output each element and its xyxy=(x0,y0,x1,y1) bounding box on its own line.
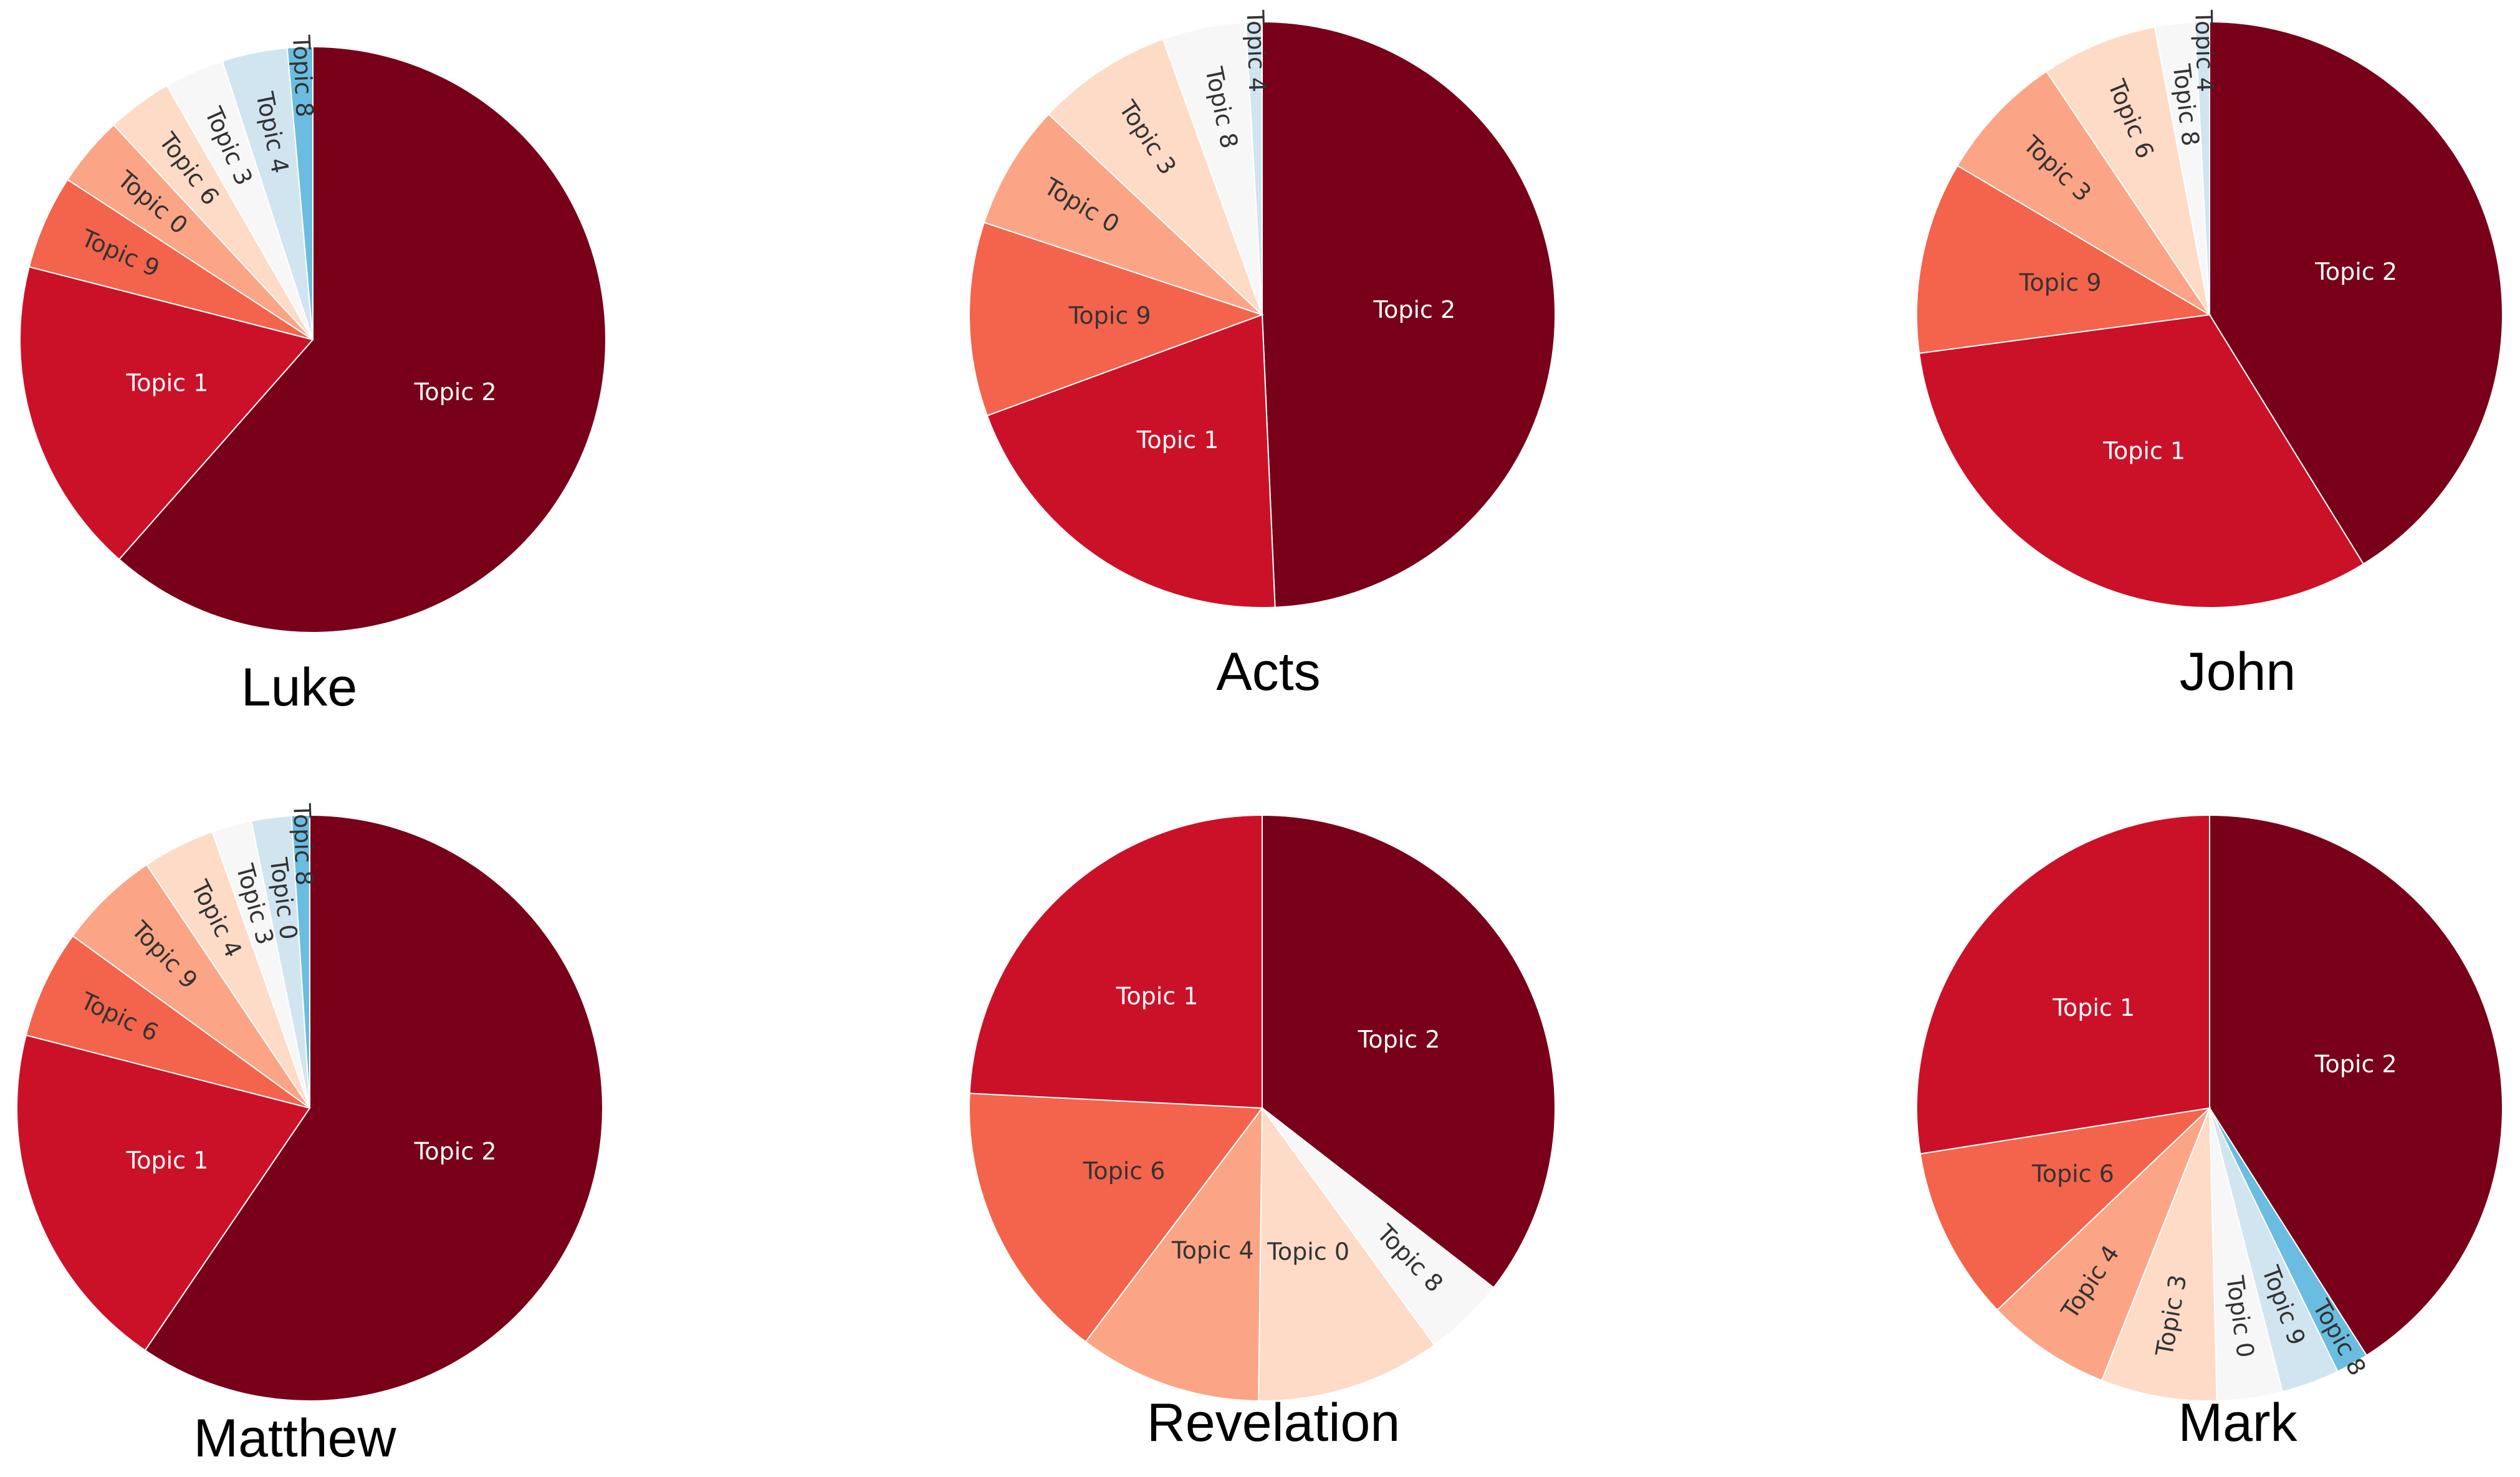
pie-title-luke: Luke xyxy=(241,657,358,717)
pie-slice-john-topic-9 xyxy=(1916,165,2211,354)
pie-label-revelation-topic-1: Topic 1 xyxy=(1116,982,1199,1010)
pie-slice-john-topic-4 xyxy=(2194,21,2210,315)
pie-slice-acts-topic-2 xyxy=(1262,21,1556,608)
pie-slice-luke-topic-8 xyxy=(286,45,314,340)
pie-label-luke-topic-8: Topic 8 xyxy=(287,34,319,118)
pie-label-matthew-topic-1: Topic 1 xyxy=(125,1147,208,1174)
pie-title-matthew: Matthew xyxy=(193,1408,396,1468)
pie-slice-mark-topic-4 xyxy=(1996,1107,2210,1382)
pie-slice-acts-topic-3 xyxy=(1047,38,1263,315)
pie-slice-john-topic-6 xyxy=(2045,26,2210,315)
pie-slice-revelation-topic-2 xyxy=(1262,814,1556,1289)
pie-slice-mark-topic-1 xyxy=(1916,814,2210,1155)
pie-slice-luke-topic-2 xyxy=(118,45,606,633)
pie-label-revelation-topic-0: Topic 0 xyxy=(1267,1238,1349,1265)
pie-label-acts-topic-1: Topic 1 xyxy=(1136,426,1219,454)
pie-label-john-topic-1: Topic 1 xyxy=(2102,437,2185,464)
pie-slice-matthew-topic-1 xyxy=(16,1034,311,1352)
pie-title-john: John xyxy=(2180,642,2296,702)
pie-label-john-topic-9: Topic 9 xyxy=(2019,269,2102,297)
pie-title-mark: Mark xyxy=(2178,1393,2297,1453)
pie-label-luke-topic-1: Topic 1 xyxy=(125,369,208,396)
pie-slice-luke-topic-1 xyxy=(19,265,314,560)
pie-label-revelation-topic-2: Topic 2 xyxy=(1358,1026,1440,1053)
pie-slice-matthew-topic-2 xyxy=(144,814,603,1402)
pie-label-mark-topic-2: Topic 2 xyxy=(2314,1050,2397,1078)
pie-label-john-topic-4: Topic 4 xyxy=(2190,9,2219,93)
pie-slice-acts-topic-0 xyxy=(983,113,1263,315)
pie-slice-mark-topic-2 xyxy=(2209,814,2503,1357)
pie-label-acts-topic-2: Topic 2 xyxy=(1373,296,1455,323)
pie-label-matthew-topic-8: Topic 8 xyxy=(288,803,318,886)
pie-slice-luke-topic-9 xyxy=(28,178,314,340)
pie-label-revelation-topic-4: Topic 4 xyxy=(1171,1237,1254,1264)
pie-slice-acts-topic-1 xyxy=(986,313,1276,608)
pie-label-mark-topic-6: Topic 6 xyxy=(2031,1160,2114,1188)
pie-slice-john-topic-3 xyxy=(1957,70,2210,315)
pie-slice-mark-topic-6 xyxy=(1919,1107,2212,1311)
pie-slice-matthew-topic-9 xyxy=(72,864,310,1109)
pie-slice-revelation-topic-4 xyxy=(1085,1106,1263,1402)
pie-slice-revelation-topic-6 xyxy=(969,1092,1263,1343)
pie-slice-mark-topic-3 xyxy=(2101,1107,2218,1402)
pie-slice-revelation-topic-0 xyxy=(1258,1106,1435,1402)
pie-slice-acts-topic-9 xyxy=(969,221,1265,417)
pie-label-john-topic-2: Topic 2 xyxy=(2314,258,2397,285)
pie-label-acts-topic-9: Topic 9 xyxy=(1068,302,1151,329)
pie-title-revelation: Revelation xyxy=(1147,1393,1400,1453)
pie-label-revelation-topic-6: Topic 6 xyxy=(1083,1157,1166,1185)
pie-slice-john-topic-1 xyxy=(1918,313,2365,608)
pie-label-acts-topic-4: Topic 4 xyxy=(1242,9,1272,93)
pie-slice-matthew-topic-6 xyxy=(25,935,310,1109)
pie-label-matthew-topic-2: Topic 2 xyxy=(414,1137,497,1165)
pie-title-acts: Acts xyxy=(1216,642,1320,702)
pie-label-mark-topic-1: Topic 1 xyxy=(2052,994,2135,1021)
pie-slice-matthew-topic-8 xyxy=(290,814,310,1109)
pie-slice-revelation-topic-1 xyxy=(969,814,1263,1109)
pie-label-luke-topic-2: Topic 2 xyxy=(414,378,497,406)
pie-slice-acts-topic-4 xyxy=(1245,21,1263,315)
pie-slice-john-topic-2 xyxy=(2209,21,2503,565)
